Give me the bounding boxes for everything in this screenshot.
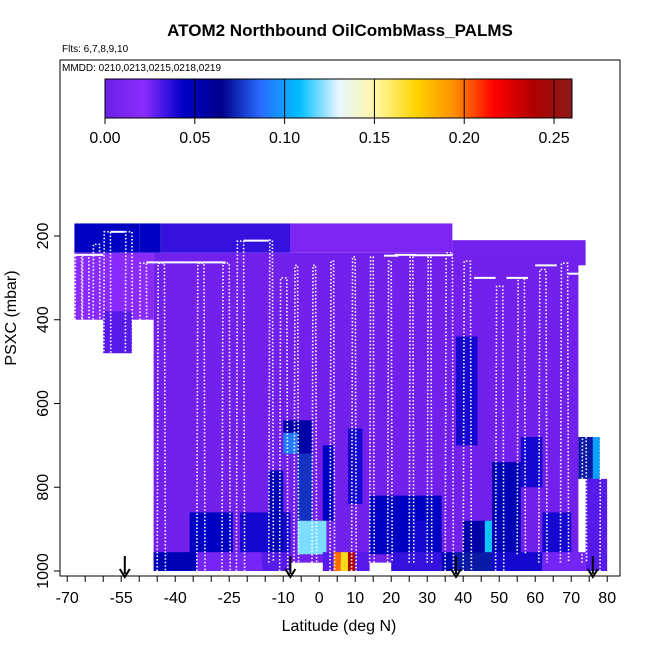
heatmap-cell — [391, 552, 442, 571]
flight-profile — [235, 240, 246, 572]
x-tick-label: -25 — [218, 590, 241, 607]
flight-profile — [599, 264, 609, 572]
heatmap-cell — [484, 520, 492, 555]
colorbar-tick-label: 0.25 — [538, 130, 569, 147]
flight-profile — [386, 260, 393, 563]
x-tick-label: 80 — [598, 590, 616, 607]
flight-profile — [293, 264, 300, 563]
x-tick-label: 30 — [418, 590, 436, 607]
heatmap-cell — [333, 552, 341, 571]
heatmap-cell — [322, 552, 334, 571]
flight-profile — [516, 277, 527, 555]
x-tick-label: 20 — [382, 590, 400, 607]
heatmap-cell — [412, 520, 428, 555]
heatmap-cell — [74, 252, 154, 320]
flight-profile — [278, 277, 289, 572]
y-tick-label: 1000 — [35, 553, 52, 589]
heatmap-cell — [103, 311, 132, 354]
x-tick-label: 40 — [454, 590, 472, 607]
heatmap-cell — [74, 223, 140, 253]
arrow-head — [118, 568, 131, 579]
flights-label: Flts: 6,7,8,9,10 — [62, 44, 129, 55]
x-tick-label: -55 — [110, 590, 133, 607]
y-axis: 200 400 600 800 1000 — [35, 223, 60, 589]
colorbar: 0.00 0.05 0.10 0.15 0.20 0.25 — [89, 78, 573, 147]
y-tick-label: 600 — [35, 390, 52, 417]
heatmap-cell — [261, 552, 291, 571]
flight-profile — [462, 260, 473, 572]
flight-profile — [91, 243, 102, 555]
flight-profile — [581, 272, 588, 563]
heatmap-cell — [196, 552, 262, 571]
y-tick-label: 800 — [35, 474, 52, 501]
x-tick-label: 70 — [562, 590, 580, 607]
heatmap-cell — [290, 223, 453, 253]
flight-profile — [73, 254, 84, 555]
chart-title: ATOM2 Northbound OilCombMass_PALMS — [167, 21, 513, 40]
heatmap-cells — [74, 223, 608, 571]
heatmap-cell — [369, 495, 442, 555]
flight-profile — [329, 260, 336, 572]
flight-profile — [124, 231, 134, 513]
arrow-head — [284, 568, 297, 579]
plot-frame — [59, 59, 621, 577]
flight-profile — [559, 262, 570, 563]
y-tick-label: 200 — [35, 223, 52, 250]
dates-label: MMDD: 0210,0213,0215,0218,0219 — [62, 63, 221, 74]
y-tick-label: 400 — [35, 306, 52, 333]
heatmap-cell — [355, 552, 370, 571]
heatmap-cell — [456, 552, 492, 571]
flight-profile — [268, 239, 275, 563]
heatmap-cell — [160, 223, 291, 253]
x-axis-label: Latitude (deg N) — [282, 618, 397, 635]
heatmap-cell — [297, 453, 312, 525]
heatmap-cell — [139, 223, 161, 253]
colorbar-tick-label: 0.05 — [179, 130, 210, 147]
x-axis: -70 -55 -40 -25 -10 0 10 20 30 40 50 60 70 80 — [56, 576, 616, 607]
x-tick-label: 60 — [526, 590, 544, 607]
colorbar-tick-label: 0.15 — [359, 130, 390, 147]
arrow-head — [450, 568, 462, 579]
y-axis-label: PSXC (mbar) — [3, 270, 20, 365]
heatmap-cell — [348, 552, 356, 571]
heatmap-cell — [520, 437, 543, 488]
heatmap-cell — [189, 512, 233, 555]
flight-profile — [444, 251, 455, 572]
heatmap-cell — [153, 552, 197, 571]
x-tick-label: 0 — [315, 590, 324, 607]
heatmap-cell — [268, 470, 284, 555]
heatmap-cell — [585, 478, 608, 571]
flight-profile — [138, 262, 149, 513]
flight-profile — [350, 256, 357, 572]
heatmap-cell — [283, 432, 298, 454]
flight-profiles — [73, 231, 609, 572]
flight-profile — [102, 231, 113, 555]
heatmap-cell — [492, 552, 543, 571]
heatmap-cell — [592, 437, 600, 479]
colorbar-tick-label: 0.00 — [89, 130, 120, 147]
flight-profile — [311, 264, 318, 563]
colorbar-gradient — [104, 78, 573, 119]
x-tick-label: -10 — [272, 590, 295, 607]
flight-profile — [494, 285, 505, 572]
heatmap-cell — [542, 512, 572, 555]
heatmap-cell — [322, 445, 334, 521]
flight-profile — [538, 268, 548, 563]
flight-level-segments — [74, 230, 579, 279]
colorbar-tick-label: 0.10 — [269, 130, 300, 147]
heatmap-cell — [456, 336, 478, 446]
arrow-head — [586, 568, 599, 579]
x-tick-label: -40 — [164, 590, 187, 607]
heatmap-cell — [542, 552, 586, 571]
x-tick-label: -70 — [56, 590, 79, 607]
colorbar-tick-label: 0.20 — [449, 130, 480, 147]
heatmap-cell — [340, 552, 348, 571]
flight-profile — [80, 254, 91, 555]
x-tick-label: 10 — [346, 590, 364, 607]
arrow-markers — [118, 556, 599, 579]
x-tick-label: 50 — [490, 590, 508, 607]
